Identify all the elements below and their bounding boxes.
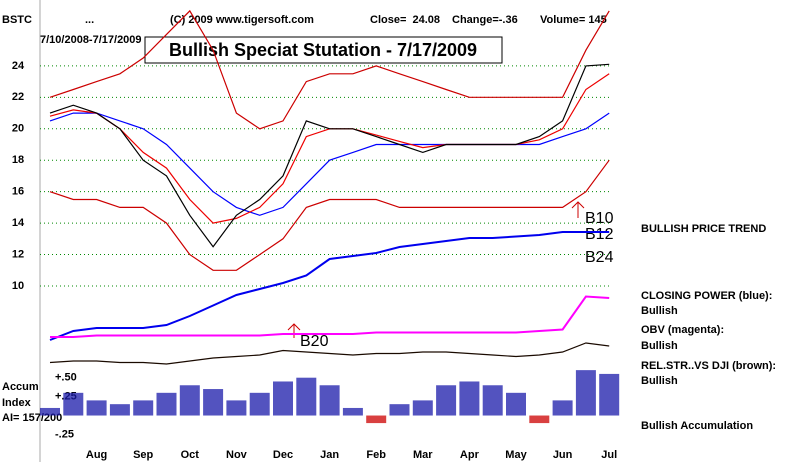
signal-label: B12 [585,226,614,243]
bar [249,392,270,416]
status: Bullish [641,340,678,352]
bar [133,400,154,416]
bar [389,404,410,416]
x-tick-label: Jun [553,449,573,461]
y-tick-label: 24 [12,60,25,72]
bar [342,407,363,416]
bar [63,392,84,416]
series-line [49,342,610,365]
status: Bullish [641,305,678,317]
series-line [49,231,610,341]
y-tick-label: 12 [12,248,24,260]
y-tick-label: 18 [12,154,24,166]
bar [109,404,130,416]
bar [552,400,573,416]
series-line [49,159,610,271]
bar [506,392,526,416]
change: Change=-.36 [452,14,518,26]
y-tick-label: -.25 [55,428,74,440]
dots: ... [85,14,94,26]
bar [156,392,177,416]
bar [86,400,107,416]
x-tick-label: Jan [320,449,339,461]
bar [366,415,387,424]
date-range: 7/10/2008-7/17/2009 [40,34,142,46]
chart-title: Bullish Speciat Stutation - 7/17/2009 [169,40,477,60]
signal-arrow [287,323,301,338]
x-tick-label: Apr [460,449,480,461]
bar [412,400,433,416]
signal-label: B24 [585,249,614,266]
status: Bullish [641,375,678,387]
series-line [50,295,610,338]
volume: Volume= 145 [540,14,607,26]
y-tick-label: 20 [12,123,24,135]
x-tick-label: Nov [226,449,248,461]
y-tick-label: 16 [12,186,24,198]
series-line [49,9,610,130]
copyright: (C) 2009 www.tigersoft.com [170,14,314,26]
legend-entry: OBV (magenta): [641,324,724,336]
bar [599,373,620,416]
bar [436,385,457,416]
bar [179,385,200,416]
x-tick-label: Jul [601,449,617,461]
symbol: BSTC [2,14,32,26]
x-tick-label: Aug [86,449,107,461]
bar [459,381,480,416]
bar [319,385,340,416]
bar [296,377,317,416]
bar [40,407,60,416]
y-tick-label: 22 [12,91,24,103]
bar [273,381,293,416]
series-line [49,63,610,248]
legend-entry: REL.STR..VS DJI (brown): [641,360,776,372]
y-tick-label: 14 [12,217,25,229]
bar [226,400,247,416]
close: Close= 24.08 [370,14,440,26]
x-tick-label: May [505,449,527,461]
accum-label: Index [2,397,32,409]
legend-entry: CLOSING POWER (blue): [641,290,772,302]
x-tick-label: Feb [366,449,386,461]
bar [203,389,224,416]
title-box [144,36,503,64]
x-tick-label: Sep [133,449,153,461]
status: Bullish Accumulation [641,420,753,432]
trend-note: BULLISH PRICE TREND [641,223,766,235]
accum-label: Accum [2,381,39,393]
bar [482,385,503,416]
signal-label: B20 [300,333,329,350]
x-tick-label: Dec [273,449,293,461]
bar [575,370,596,416]
x-tick-label: Mar [413,449,433,461]
signal-label: B10 [585,210,614,227]
y-tick-label: 10 [12,280,24,292]
bar [529,415,550,424]
x-tick-label: Oct [181,449,200,461]
y-tick-label: +.50 [55,372,77,384]
signal-arrow [571,201,585,218]
